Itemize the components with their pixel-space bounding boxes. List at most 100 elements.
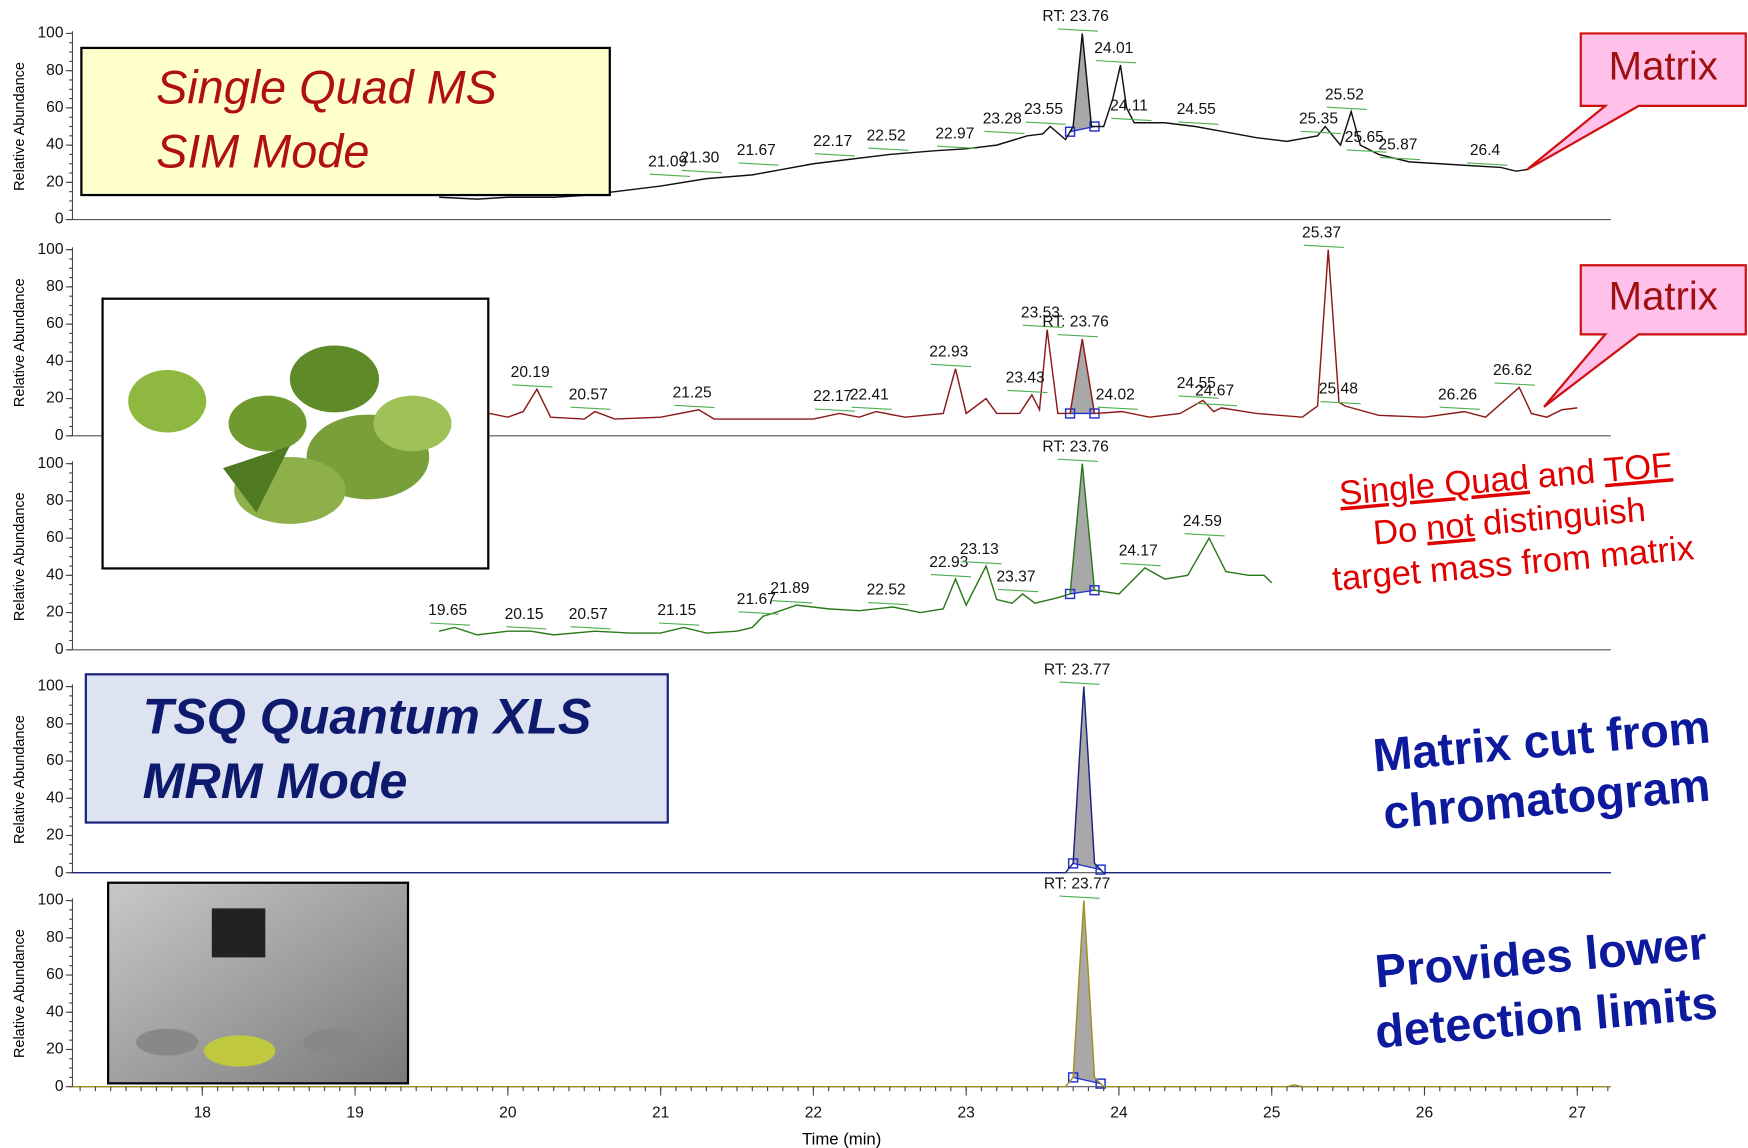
peak-label-underline	[674, 404, 715, 409]
y-tick-label: 40	[46, 136, 64, 153]
matrix-callout-text: Matrix	[1609, 44, 1718, 89]
x-tick-label: 21	[652, 1105, 669, 1122]
peak-label: 24.55	[1177, 375, 1216, 392]
y-tick-label: 20	[46, 173, 64, 190]
peak-label-underline	[429, 622, 471, 626]
matrix-callout-text: Matrix	[1609, 273, 1718, 318]
peak-label: 23.55	[1024, 101, 1063, 118]
peak-label-underline	[570, 626, 611, 630]
y-tick-label: 80	[46, 492, 64, 509]
peak-label: 24.11	[1110, 98, 1148, 115]
y-tick-label: 40	[46, 352, 64, 369]
peak-label-underline	[868, 601, 909, 606]
peak-label: RT: 23.76	[1042, 438, 1108, 455]
mrm-box	[84, 673, 669, 824]
y-tick-label: 80	[46, 278, 64, 295]
y-tick-label: 0	[55, 427, 64, 444]
peak-label-underline	[814, 408, 856, 412]
y-tick-label: 60	[46, 315, 64, 332]
peak-label: 22.52	[867, 582, 906, 599]
vial-photo	[107, 881, 410, 1085]
peak-label: 21.30	[680, 150, 719, 167]
note-segment: Do	[1372, 511, 1419, 553]
y-tick-label: 0	[55, 1078, 64, 1095]
y-tick-label: 100	[38, 25, 64, 42]
peak-label-underline	[1380, 156, 1421, 161]
peak-label-underline	[930, 574, 972, 578]
y-tick-label: 60	[46, 752, 64, 769]
peak-label: 25.52	[1325, 86, 1364, 103]
peak-label-underline	[1178, 121, 1219, 125]
peak-label-underline	[937, 145, 978, 150]
integrated-peak	[1073, 900, 1101, 1084]
y-tick-label: 20	[46, 1041, 64, 1058]
x-tick-label: 18	[194, 1105, 211, 1122]
trace	[438, 463, 1273, 636]
note-segment: and	[1536, 453, 1597, 496]
x-tick-label: 27	[1569, 1105, 1586, 1122]
peak-label-underline	[868, 147, 909, 151]
peak-label-underline	[1022, 324, 1063, 329]
x-axis-label: Time (min)	[802, 1130, 881, 1148]
peak-label-underline	[1007, 389, 1048, 394]
peak-label: 23.28	[983, 111, 1022, 128]
peak-label: 22.17	[813, 388, 852, 405]
peak-label-underline	[1196, 402, 1237, 407]
peak-label: 24.55	[1177, 101, 1216, 118]
x-tick-label: 19	[346, 1105, 363, 1122]
y-tick-label: 100	[38, 892, 64, 909]
peak-label-underline	[1095, 60, 1137, 64]
matrix-callout	[1526, 32, 1747, 171]
peak-label: 20.15	[505, 606, 544, 623]
x-tick-label: 23	[957, 1105, 974, 1122]
peak-label: 21.67	[737, 591, 776, 608]
peak-label: 22.97	[935, 125, 974, 142]
note-segment: not	[1424, 506, 1476, 548]
integrated-peak	[1073, 686, 1101, 870]
y-axis-label: Relative Abundance	[12, 715, 28, 844]
matrix-cut-note: Matrix cut from chromatogram	[1371, 700, 1712, 839]
peak-label-underline	[1326, 106, 1367, 110]
peak-label: 24.67	[1195, 383, 1234, 400]
peak-label: 24.59	[1183, 513, 1222, 530]
peak-label: 20.57	[569, 606, 608, 623]
peak-label-underline	[961, 561, 1002, 565]
peak-label: 22.52	[867, 127, 906, 144]
peak-label-underline	[1025, 121, 1066, 125]
tof-note-text: Single Quad and TOFDo not distinguishtarget …	[1323, 445, 1695, 599]
x-tick-label: 24	[1110, 1105, 1128, 1122]
y-tick-label: 60	[46, 966, 64, 983]
peak-label: 21.89	[770, 580, 809, 597]
y-tick-label: 40	[46, 566, 64, 583]
peak-label: 22.93	[929, 344, 968, 361]
peak-label: 25.65	[1345, 129, 1384, 146]
integrated-peak	[1070, 339, 1095, 414]
peak-label: 26.26	[1438, 386, 1477, 403]
peak-label: 20.57	[569, 386, 608, 403]
plant-photo	[101, 297, 490, 570]
x-tick-label: 26	[1416, 1105, 1433, 1122]
peak-label: 20.19	[511, 364, 550, 381]
y-tick-label: 20	[46, 604, 64, 621]
peak-label: 25.35	[1299, 111, 1338, 128]
peak-label-underline	[658, 622, 700, 626]
sim-box-line: SIM Mode	[156, 125, 369, 177]
peak-label-underline	[1439, 406, 1480, 410]
trace	[489, 249, 1578, 420]
note-segment: TOF	[1602, 446, 1674, 490]
x-tick-label: 22	[805, 1105, 822, 1122]
peak-label: 19.65	[428, 602, 467, 619]
x-tick-label: 20	[499, 1105, 517, 1122]
peak-label: 25.87	[1378, 137, 1417, 154]
y-tick-label: 20	[46, 390, 64, 407]
peak-label: 24.01	[1094, 40, 1133, 57]
y-tick-label: 40	[46, 789, 64, 806]
peak-label-underline	[1057, 333, 1098, 338]
peak-label: RT: 23.76	[1042, 314, 1108, 331]
integration-marker	[1095, 864, 1106, 875]
peak-label-underline	[998, 588, 1039, 593]
peak-label-underline	[512, 384, 553, 388]
plots: 0 20 40 60 80 100 Relative Abundance 21.0921.30…	[12, 8, 1611, 1148]
peak-label-underline	[1300, 130, 1341, 135]
peak-label: 21.25	[673, 384, 712, 401]
